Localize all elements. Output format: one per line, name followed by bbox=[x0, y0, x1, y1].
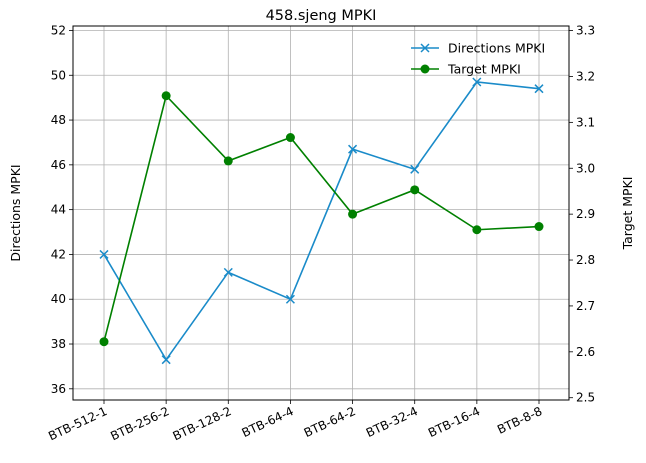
x-tick-label: BTB-128-2 bbox=[171, 404, 234, 443]
x-tick-label: BTB-32-4 bbox=[364, 404, 420, 440]
x-tick-label: BTB-256-2 bbox=[108, 404, 171, 443]
y-right-tick-label: 3.3 bbox=[576, 24, 595, 38]
data-point bbox=[410, 164, 420, 174]
y-axis-left: 36 38 40 42 44 46 48 50 52 bbox=[51, 23, 73, 396]
legend-item: Directions MPKI bbox=[411, 41, 545, 56]
data-point bbox=[161, 355, 171, 365]
series-1 bbox=[99, 91, 544, 347]
plot-frame bbox=[72, 25, 570, 401]
x-tick-label: BTB-16-4 bbox=[426, 404, 482, 440]
data-point bbox=[348, 209, 358, 219]
y-axis-right: 2.5 2.6 2.7 2.8 2.9 3.0 3.1 3.2 3.3 bbox=[569, 24, 595, 405]
y-right-tick-label: 2.7 bbox=[576, 299, 595, 313]
y-left-tick-label: 36 bbox=[51, 382, 66, 396]
y-right-tick-label: 3.1 bbox=[576, 115, 595, 129]
y-left-tick-label: 52 bbox=[51, 23, 66, 37]
series-line bbox=[103, 81, 540, 362]
data-point bbox=[534, 84, 544, 94]
y-right-tick-label: 2.6 bbox=[576, 345, 595, 359]
data-point bbox=[348, 144, 358, 154]
x-tick-label: BTB-64-4 bbox=[240, 404, 296, 440]
data-point bbox=[472, 77, 482, 87]
x-tick-label: BTB-64-2 bbox=[302, 404, 358, 440]
data-point bbox=[410, 185, 420, 195]
x-axis: BTB-512-1 BTB-256-2 BTB-128-2 BTB-64-4 BTB-6… bbox=[46, 400, 544, 443]
data-point bbox=[472, 225, 482, 235]
legend-label: Directions MPKI bbox=[448, 41, 545, 56]
legend-item: Target MPKI bbox=[411, 62, 521, 77]
y-left-tick-label: 42 bbox=[51, 247, 66, 261]
data-point bbox=[161, 91, 171, 101]
data-point bbox=[223, 267, 233, 277]
y-left-tick-label: 38 bbox=[51, 337, 66, 351]
series-layer bbox=[99, 77, 544, 365]
y-right-tick-label: 2.8 bbox=[576, 253, 595, 267]
legend-marker bbox=[420, 43, 430, 53]
data-point bbox=[285, 133, 295, 143]
legend-marker bbox=[420, 64, 430, 74]
data-point bbox=[99, 249, 109, 259]
y-left-tick-label: 44 bbox=[51, 203, 66, 217]
x-tick-label: BTB-512-1 bbox=[46, 404, 109, 443]
y-left-tick-label: 40 bbox=[51, 292, 66, 306]
series-0 bbox=[99, 77, 544, 365]
data-point bbox=[99, 337, 109, 347]
data-point bbox=[534, 222, 544, 232]
y-right-tick-label: 3.0 bbox=[576, 161, 595, 175]
x-tick-label: BTB-8-8 bbox=[495, 404, 544, 437]
y-left-tick-label: 50 bbox=[51, 68, 66, 82]
grid bbox=[73, 26, 569, 400]
y-right-tick-label: 3.2 bbox=[576, 69, 595, 83]
y-axis-left-label: Directions MPKI bbox=[8, 164, 23, 261]
y-right-tick-label: 2.9 bbox=[576, 207, 595, 221]
y-axis-right-label: Target MPKI bbox=[620, 177, 635, 251]
y-left-tick-label: 48 bbox=[51, 113, 66, 127]
data-point bbox=[223, 156, 233, 166]
y-left-tick-label: 46 bbox=[51, 158, 66, 172]
data-point bbox=[285, 294, 295, 304]
y-right-tick-label: 2.5 bbox=[576, 391, 595, 405]
chart-title: 458.sjeng MPKI bbox=[266, 8, 377, 24]
legend-label: Target MPKI bbox=[447, 62, 521, 77]
series-line bbox=[103, 94, 540, 342]
legend: Directions MPKI Target MPKI bbox=[411, 41, 545, 77]
